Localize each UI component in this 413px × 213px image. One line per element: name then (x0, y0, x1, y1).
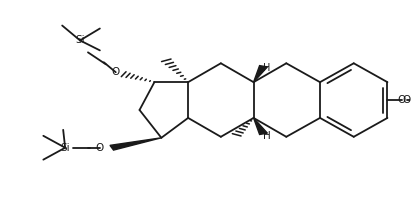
Text: Si: Si (60, 143, 70, 153)
Text: O: O (402, 95, 411, 105)
Text: O: O (112, 67, 120, 77)
Text: O: O (397, 95, 406, 105)
Polygon shape (110, 138, 161, 150)
Text: O: O (96, 143, 104, 153)
Text: H: H (263, 63, 270, 73)
Text: H: H (263, 131, 271, 141)
Polygon shape (254, 118, 267, 134)
Text: Si: Si (75, 35, 85, 45)
Polygon shape (254, 66, 267, 82)
